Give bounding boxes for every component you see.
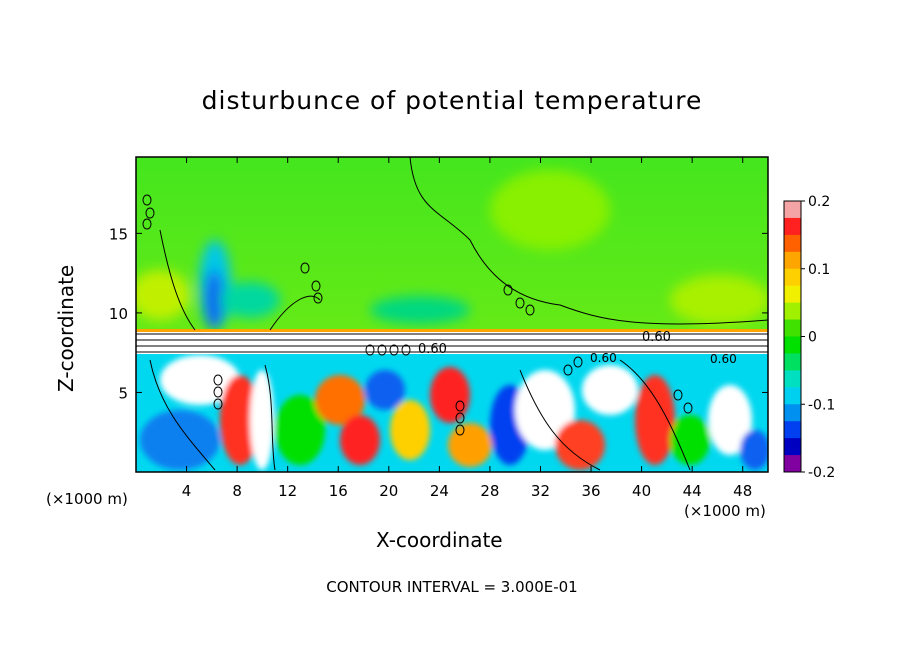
- heatmap-field: [136, 157, 768, 472]
- plot-frame: [135, 156, 769, 473]
- colorbar-swatch: [784, 438, 801, 456]
- y-tick-label: 10: [109, 305, 128, 323]
- colorbar-swatch: [784, 217, 801, 236]
- colorbar-tick-label: -0.1: [808, 397, 835, 413]
- chart-title: disturbunce of potential temperature: [201, 86, 703, 115]
- colorbar-tick-label: 0: [808, 330, 817, 346]
- colorbar-swatch: [784, 455, 801, 473]
- contour-label: 0.60: [642, 330, 671, 345]
- x-tick-label: 48: [733, 482, 752, 500]
- y-axis: 5 10 15: [109, 225, 768, 402]
- colorbar-swatch: [784, 421, 801, 439]
- x-unit-left: (×1000 m): [46, 490, 128, 508]
- x-tick-label: 8: [232, 482, 242, 500]
- colorbar-tick-label: -0.2: [808, 465, 835, 481]
- colorbar-swatch: [784, 302, 801, 321]
- colorbar-swatch: [784, 319, 801, 337]
- colorbar-swatch: [784, 234, 801, 253]
- colorbar-tick-label: 0.1: [808, 262, 830, 278]
- x-tick-label: 40: [632, 482, 651, 500]
- x-axis-label: X-coordinate: [376, 528, 503, 552]
- colorbar-swatch: [784, 285, 801, 304]
- x-tick-label: 12: [278, 482, 297, 500]
- colorbar-swatch: [784, 251, 801, 270]
- x-tick-label: 4: [182, 482, 192, 500]
- colorbar-swatch: [784, 268, 801, 287]
- x-tick-label: 28: [480, 482, 499, 500]
- colorbar-swatch: [784, 353, 801, 371]
- contour-label: 0.60: [710, 352, 737, 366]
- x-tick-label: 32: [531, 482, 550, 500]
- colorbar-swatch: [784, 387, 801, 405]
- y-axis-label: Z-coordinate: [54, 264, 78, 392]
- colorbar-swatch: [784, 201, 801, 219]
- colorbar-swatch: [784, 336, 801, 354]
- contour-interval-note: CONTOUR INTERVAL = 3.000E-01: [326, 578, 578, 596]
- x-tick-label: 20: [379, 482, 398, 500]
- x-tick-label: 36: [581, 482, 600, 500]
- contour-label: 0.60: [590, 351, 617, 365]
- colorbar: 0.2 0.1 0 -0.1 -0.2: [783, 194, 835, 481]
- y-tick-label: 5: [118, 384, 128, 402]
- x-axis: 4 8 12 16 20 24 28 32 36 40 44 48: [182, 157, 752, 500]
- x-tick-label: 44: [683, 482, 702, 500]
- x-unit-right: (×1000 m): [684, 502, 766, 520]
- contour-label: 0.60: [418, 342, 447, 357]
- colorbar-swatch: [784, 370, 801, 388]
- colorbar-tick-label: 0.2: [808, 194, 830, 210]
- colorbar-swatch: [784, 404, 801, 422]
- y-tick-label: 15: [109, 225, 128, 243]
- x-tick-label: 16: [329, 482, 348, 500]
- x-tick-label: 24: [430, 482, 449, 500]
